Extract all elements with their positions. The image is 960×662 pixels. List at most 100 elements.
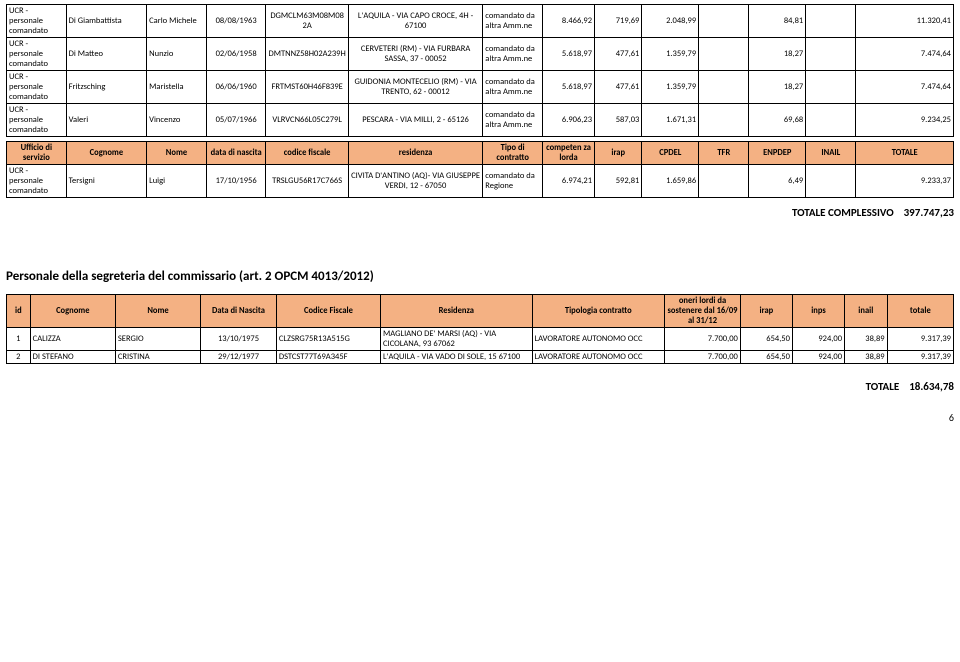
col-header: TOTALE [856,142,954,165]
cell-irap: 592,81 [595,165,642,198]
table-row: UCR - personale comandatoFritzschingMari… [7,71,954,104]
col-header: Residenza [381,295,533,328]
cell-irap: 719,69 [595,5,642,38]
cell-nome: Carlo Michele [147,5,207,38]
cell-irap: 477,61 [595,38,642,71]
col-header: id [7,295,31,328]
cell-totale: 9.317,39 [887,328,953,351]
cell-inail [806,165,856,198]
cell-irap: 654,50 [740,328,792,351]
table-row: UCR - personale comandatoDi Giambattista… [7,5,954,38]
cell-tfr [699,38,749,71]
cell-cf: TRSLGU56R17C766S [266,165,348,198]
grand-total: TOTALE COMPLESSIVO 397.747,23 [6,206,954,219]
cell-enpdep: 84,81 [749,5,806,38]
secretariat-table: idCognomeNomeData di NascitaCodice Fisca… [6,294,954,364]
cell-cf: DMTNNZ58H02A239H [266,38,348,71]
cell-nome: CRISTINA [115,351,200,364]
grand-total-label: TOTALE COMPLESSIVO [792,206,894,219]
table-row: 2DI STEFANOCRISTINA29/12/1977DSTCST77T69… [7,351,954,364]
cell-cpdel: 1.359,79 [642,71,699,104]
section-total-value: 18.634,78 [909,380,954,393]
cell-totale: 9.234,25 [856,104,954,137]
cell-cf: DGMCLM63M08M082A [266,5,348,38]
cell-cognome: Di Giambattista [66,5,146,38]
col-header: competen za lorda [542,142,594,165]
cell-totale: 11.320,41 [856,5,954,38]
cell-comp: 8.466,92 [542,5,594,38]
cell-nome: Maristella [147,71,207,104]
cell-nome: Luigi [147,165,207,198]
cell-inail: 38,89 [845,351,888,364]
col-header: Cognome [30,295,115,328]
col-header: Cognome [66,142,146,165]
cell-cf: DSTCST77T69A345F [276,351,380,364]
cell-inps: 924,00 [792,351,844,364]
col-header: oneri lordi da sostenere dal 16/09 al 31… [665,295,741,328]
cell-nascita: 05/07/1966 [206,104,266,137]
cell-inail [806,5,856,38]
cell-inail [806,71,856,104]
cell-ufficio: UCR - personale comandato [7,38,67,71]
cell-comp: 6.974,21 [542,165,594,198]
cell-id: 2 [7,351,31,364]
col-header: Codice Fiscale [276,295,380,328]
cell-comp: 5.618,97 [542,71,594,104]
cell-cf: VLRVCN66L05C279L [266,104,348,137]
col-header: Ufficio di servizio [7,142,67,165]
cell-inail: 38,89 [845,328,888,351]
table-row: 1CALIZZASERGIO13/10/1975CLZSRG75R13A515G… [7,328,954,351]
cell-residenza: CIVITA D'ANTINO (AQ)- VIA GIUSEPPE VERDI… [348,165,482,198]
cell-comp: 6.906,23 [542,104,594,137]
cell-tipo: comandato da altra Amm.ne [483,38,543,71]
cell-ufficio: UCR - personale comandato [7,5,67,38]
cell-cpdel: 2.048,99 [642,5,699,38]
cell-ufficio: UCR - personale comandato [7,165,67,198]
table-row: UCR - personale comandatoDi MatteoNunzio… [7,38,954,71]
cell-cognome: DI STEFANO [30,351,115,364]
col-header: data di nascita [206,142,266,165]
cell-tipo: comandato da altra Amm.ne [483,104,543,137]
grand-total-value: 397.747,23 [904,206,954,219]
cell-enpdep: 18,27 [749,71,806,104]
cell-cf: FRTMST60H46F839E [266,71,348,104]
col-header: TFR [699,142,749,165]
section-total-label: TOTALE [866,380,900,393]
cell-residenza: L'AQUILA - VIA CAPO CROCE, 4H - 67100 [348,5,482,38]
col-header: residenza [348,142,482,165]
col-header: INAIL [806,142,856,165]
cell-tipo: comandato da Regione [483,165,543,198]
col-header: Nome [147,142,207,165]
cell-tfr [699,165,749,198]
cell-nascita: 29/12/1977 [201,351,277,364]
col-header: Tipologia contratto [532,295,665,328]
cell-nascita: 13/10/1975 [201,328,277,351]
col-header: codice fiscale [266,142,348,165]
cell-inps: 924,00 [792,328,844,351]
col-header: Data di Nascita [201,295,277,328]
col-header: irap [595,142,642,165]
cell-oneri: 7.700,00 [665,328,741,351]
col-header: Tipo di contratto [483,142,543,165]
cell-nascita: 02/06/1958 [206,38,266,71]
cell-enpdep: 18,27 [749,38,806,71]
col-header: irap [740,295,792,328]
table-row: UCR - personale comandatoValeriVincenzo0… [7,104,954,137]
cell-tipo: comandato da altra Amm.ne [483,5,543,38]
cell-nascita: 06/06/1960 [206,71,266,104]
cell-cognome: Tersigni [66,165,146,198]
cell-nascita: 17/10/1956 [206,165,266,198]
cell-residenza: PESCARA - VIA MILLI, 2 - 65126 [348,104,482,137]
col-header: totale [887,295,953,328]
cell-nome: Vincenzo [147,104,207,137]
cell-comp: 5.618,97 [542,38,594,71]
cell-cognome: CALIZZA [30,328,115,351]
col-header: inail [845,295,888,328]
cell-irap: 587,03 [595,104,642,137]
cell-tipo: LAVORATORE AUTONOMO OCC [532,328,665,351]
cell-residenza: L'AQUILA - VIA VADO DI SOLE, 15 67100 [381,351,533,364]
cell-totale: 9.233,37 [856,165,954,198]
cell-irap: 477,61 [595,71,642,104]
cell-tipo: LAVORATORE AUTONOMO OCC [532,351,665,364]
section-title: Personale della segreteria del commissar… [6,269,954,284]
